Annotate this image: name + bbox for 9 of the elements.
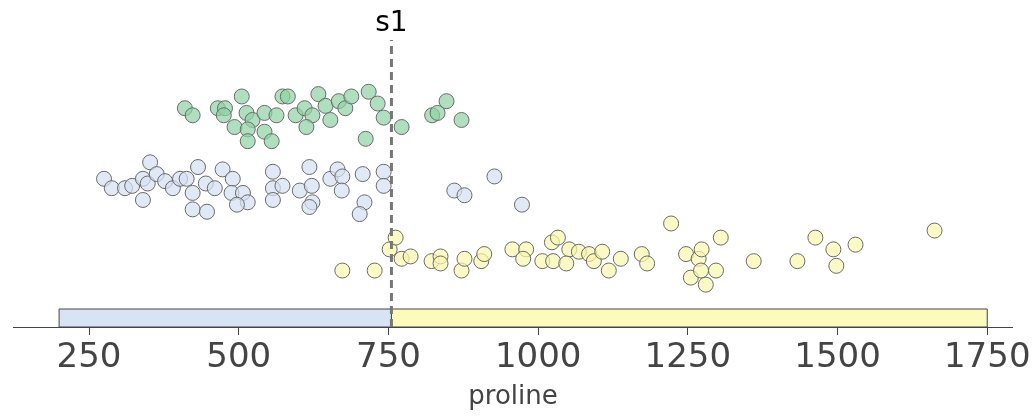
- ref-line-label: s1: [375, 5, 408, 39]
- x-tick-label: 750: [355, 335, 421, 376]
- x-axis-title: proline: [468, 380, 558, 411]
- x-tick-label: 500: [206, 335, 272, 376]
- x-tick-label: 1500: [794, 335, 881, 376]
- x-tick-label: 250: [56, 335, 122, 376]
- x-tick-label: 1250: [644, 335, 732, 376]
- x-tick-label: 1750: [943, 335, 1031, 376]
- x-tick-label: 1000: [494, 335, 582, 376]
